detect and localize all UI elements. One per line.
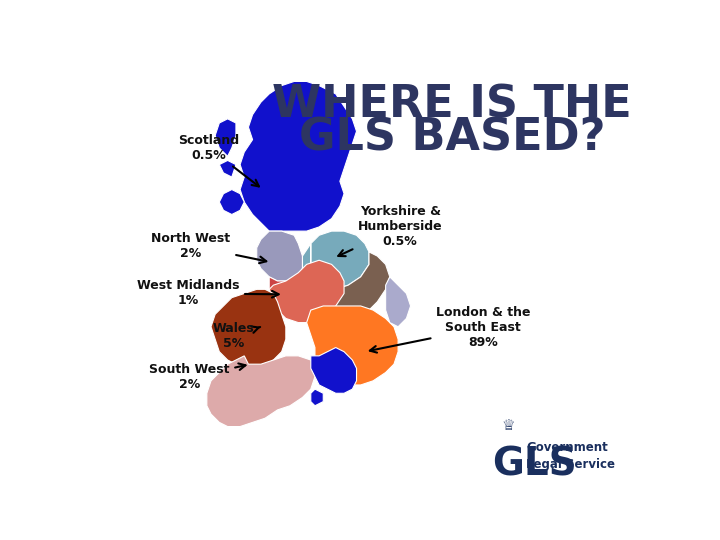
- Text: GLS: GLS: [492, 446, 577, 483]
- Text: West Midlands
1%: West Midlands 1%: [137, 280, 279, 307]
- Text: Wales
5%: Wales 5%: [213, 322, 260, 350]
- Polygon shape: [207, 356, 315, 427]
- Text: Yorkshire &
Humberside
0.5%: Yorkshire & Humberside 0.5%: [338, 205, 443, 256]
- Polygon shape: [307, 306, 398, 385]
- Text: Scotland
0.5%: Scotland 0.5%: [179, 134, 259, 186]
- Polygon shape: [269, 268, 319, 322]
- Text: WHERE IS THE: WHERE IS THE: [272, 84, 632, 126]
- Text: North West
2%: North West 2%: [151, 232, 266, 263]
- Polygon shape: [240, 82, 356, 231]
- Polygon shape: [302, 231, 369, 289]
- Text: South West
2%: South West 2%: [149, 363, 246, 392]
- Polygon shape: [386, 277, 410, 327]
- Polygon shape: [307, 244, 390, 322]
- Text: ♕: ♕: [502, 418, 515, 433]
- Polygon shape: [269, 260, 344, 322]
- Polygon shape: [220, 190, 244, 214]
- Polygon shape: [257, 231, 302, 281]
- Text: London & the
South East
89%: London & the South East 89%: [370, 306, 531, 353]
- Polygon shape: [311, 348, 356, 393]
- Polygon shape: [220, 160, 236, 177]
- Polygon shape: [311, 389, 323, 406]
- Text: GLS BASED?: GLS BASED?: [299, 117, 606, 160]
- Text: Government
Legal Service: Government Legal Service: [526, 441, 615, 471]
- Polygon shape: [211, 289, 286, 368]
- Polygon shape: [215, 119, 236, 156]
